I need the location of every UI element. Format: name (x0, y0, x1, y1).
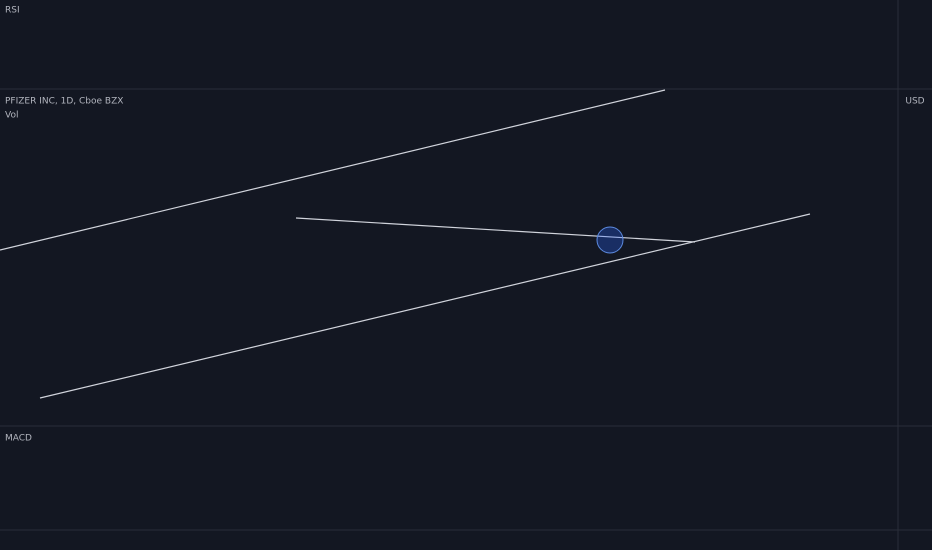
highlight-circle (596, 226, 624, 254)
volume-title: Vol (5, 111, 18, 121)
rsi-title: RSI (5, 6, 20, 16)
macd-title: MACD (5, 434, 32, 444)
currency: USD (905, 97, 924, 107)
neckline (295, 217, 696, 243)
symbol-title: PFIZER INC, 1D, Cboe BZX (5, 97, 123, 107)
channel-lower (39, 213, 811, 399)
channel-upper (0, 89, 666, 251)
